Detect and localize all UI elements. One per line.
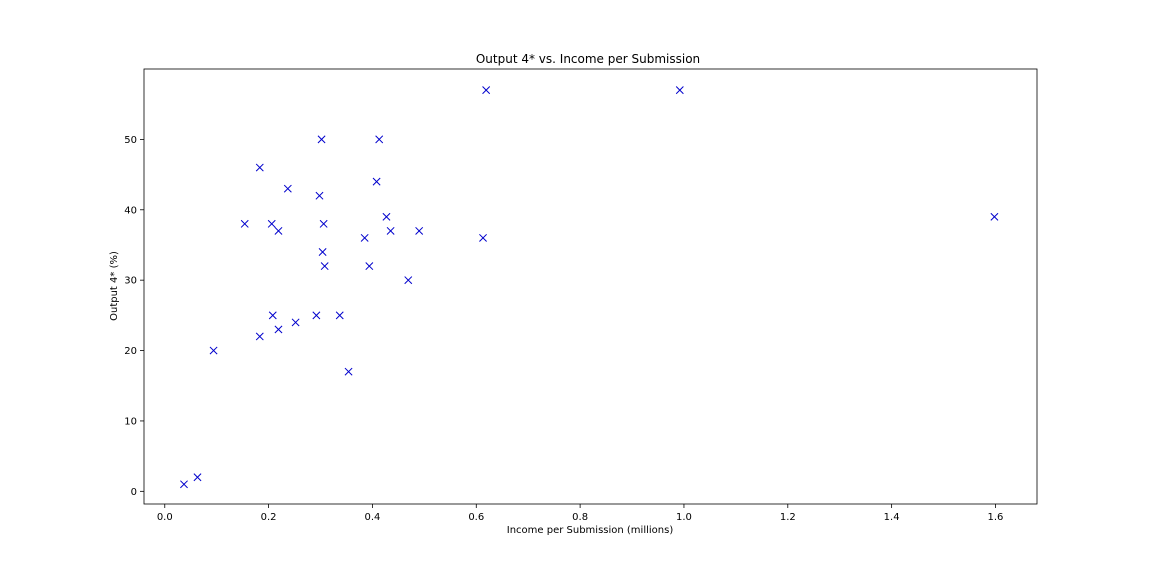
data-point-marker (415, 226, 424, 235)
y-tick-label: 10 (124, 416, 137, 427)
data-point-marker (274, 325, 283, 334)
data-point-marker (372, 177, 381, 186)
data-points (180, 86, 999, 489)
x-tick-label: 0.8 (572, 512, 588, 523)
data-point-marker (479, 233, 487, 242)
data-point-marker (386, 226, 395, 235)
data-point-marker (283, 184, 292, 193)
data-point-marker (404, 276, 413, 285)
data-point-marker (317, 135, 326, 144)
data-point-marker (268, 311, 277, 320)
data-point-marker (382, 212, 391, 221)
x-axis: 0.0 0.2 0.4 0.6 0.8 1.0 1.2 1.4 1.6 (157, 504, 1004, 523)
data-point-marker (267, 219, 276, 228)
y-axis: 0 10 20 30 40 50 (124, 135, 144, 498)
x-tick-label: 0.6 (468, 512, 484, 523)
x-tick-label: 0.4 (364, 512, 380, 523)
data-point-marker (274, 226, 283, 235)
x-axis-label: Income per Submission (millions) (507, 525, 674, 536)
data-point-marker (675, 86, 684, 95)
data-point-marker (193, 473, 202, 482)
data-point-marker (255, 332, 264, 341)
data-point-marker (335, 311, 344, 320)
x-tick-label: 1.2 (780, 512, 796, 523)
data-point-marker (320, 262, 329, 271)
data-point-marker (482, 86, 491, 95)
data-point-marker (291, 318, 300, 327)
data-point-marker (990, 212, 999, 221)
data-point-marker (209, 346, 218, 355)
data-point-marker (360, 233, 369, 242)
data-point-marker (375, 135, 384, 144)
data-point-marker (318, 248, 327, 256)
data-point-marker (365, 262, 374, 271)
y-axis-label: Output 4* (%) (109, 251, 120, 321)
x-tick-label: 0.2 (261, 512, 277, 523)
y-tick-label: 20 (124, 346, 137, 357)
y-tick-label: 0 (131, 487, 137, 498)
y-tick-label: 50 (124, 135, 137, 146)
data-point-marker (319, 219, 328, 228)
data-point-marker (344, 367, 353, 376)
data-point-marker (240, 219, 249, 228)
data-point-marker (312, 311, 321, 320)
data-point-marker (255, 163, 264, 172)
data-point-marker (180, 480, 188, 489)
x-tick-label: 1.6 (988, 512, 1004, 523)
x-tick-label: 1.4 (884, 512, 900, 523)
plot-area-frame (143, 68, 1038, 505)
y-tick-label: 30 (124, 276, 137, 287)
y-tick-label: 40 (124, 205, 137, 216)
data-point-marker (315, 191, 324, 200)
chart-title: Output 4* vs. Income per Submission (476, 52, 700, 66)
x-tick-label: 1.0 (676, 512, 692, 523)
x-tick-label: 0.0 (157, 512, 173, 523)
